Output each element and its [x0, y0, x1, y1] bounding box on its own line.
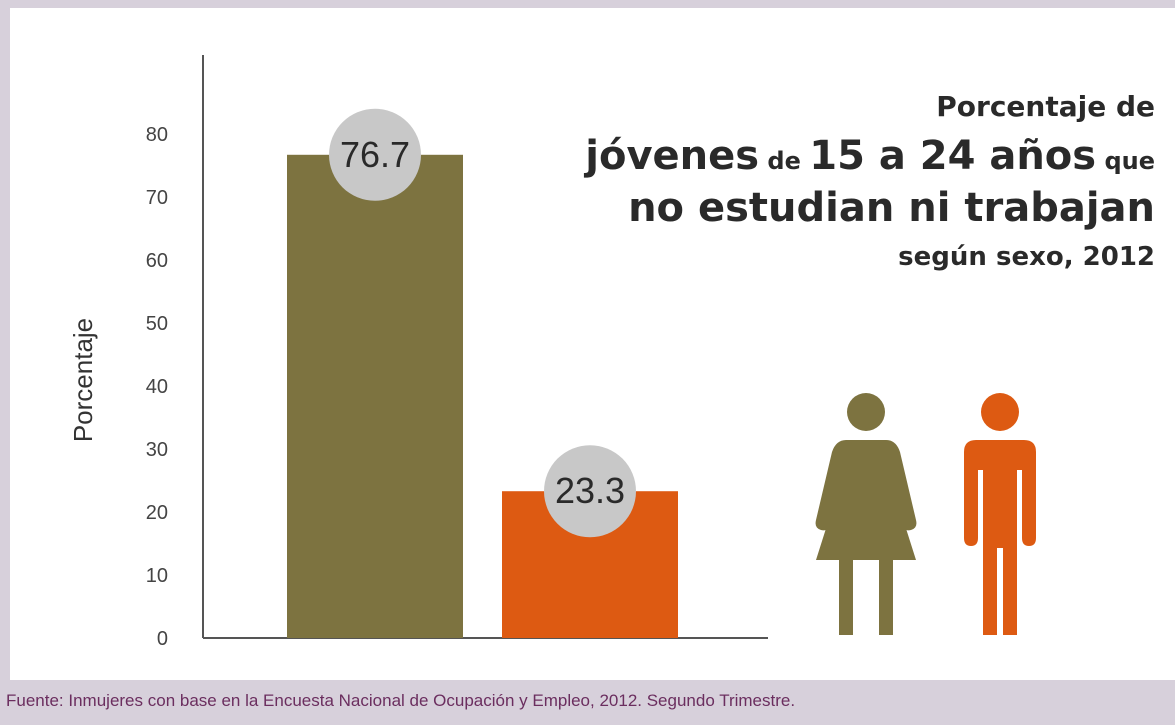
y-tick-label: 0 — [157, 628, 168, 650]
bar-chart: 0 10 20 30 40 50 60 70 80 76.7 23.3 Porcentaje — [68, 55, 1036, 650]
y-tick-label: 80 — [146, 124, 168, 146]
title-line-4: según sexo, 2012 — [898, 241, 1155, 272]
title-jovenes: jóvenes — [585, 132, 760, 179]
title-line-2: jóvenes de 15 a 24 años que — [515, 132, 1155, 180]
value-label-2: 23.3 — [555, 470, 625, 511]
y-tick-label: 70 — [146, 187, 168, 209]
woman-figure-icon — [815, 393, 917, 635]
chart-value-labels: 76.7 23.3 — [329, 108, 636, 538]
title-de: de — [759, 146, 810, 175]
chart-title: Porcentaje de jóvenes de 15 a 24 años qu… — [515, 90, 1155, 273]
y-tick-label: 40 — [146, 376, 168, 398]
value-label-circle-2 — [544, 445, 636, 538]
value-label-circle-1 — [329, 108, 421, 201]
y-tick-label: 20 — [146, 502, 168, 524]
title-line-3: no estudian ni trabajan — [628, 184, 1155, 231]
y-tick-label: 30 — [146, 439, 168, 461]
chart-axes: 0 10 20 30 40 50 60 70 80 — [146, 55, 768, 650]
man-figure-icon — [964, 393, 1036, 635]
title-age-range: 15 a 24 años — [809, 132, 1097, 179]
y-tick-label: 50 — [146, 313, 168, 335]
y-tick-label: 10 — [146, 565, 168, 587]
bar-1 — [287, 154, 463, 639]
y-axis-title: Porcentaje — [68, 318, 98, 442]
value-label-1: 76.7 — [340, 134, 410, 175]
y-tick-label: 60 — [146, 250, 168, 272]
source-note: Fuente: Inmujeres con base en la Encuest… — [6, 691, 796, 710]
title-line-1: Porcentaje de — [936, 90, 1155, 123]
title-que: que — [1096, 146, 1155, 175]
